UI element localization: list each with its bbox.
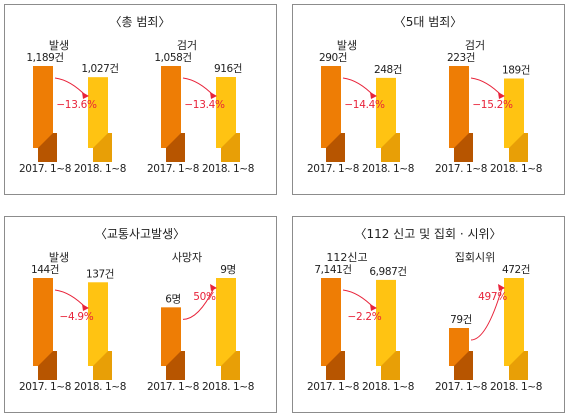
bar-fold-edge (381, 133, 396, 148)
x-tick-label: 2018. 1~8 (362, 381, 414, 393)
data-label: 916건 (214, 63, 242, 75)
change-label: −4.9% (60, 311, 94, 323)
change-arrowhead (82, 304, 89, 311)
bar-fold-edge (326, 351, 341, 366)
bar-fold-edge (38, 133, 53, 148)
bar-fold-edge (93, 133, 108, 148)
bar (504, 78, 524, 148)
data-label: 6,987건 (369, 266, 406, 278)
bar (376, 77, 396, 148)
x-tick-label: 2017. 1~8 (147, 163, 199, 175)
x-tick-label: 2018. 1~8 (202, 381, 254, 393)
data-label: 472건 (502, 264, 530, 276)
bar-fold-edge (166, 133, 181, 148)
bar (321, 66, 341, 148)
group-name: 발생 (337, 39, 357, 52)
group-name: 112신고 (326, 251, 367, 264)
change-arrow (182, 287, 215, 320)
group-name: 발생 (49, 251, 69, 264)
bar (376, 279, 396, 366)
bar-fold-edge (381, 351, 396, 366)
group-name: 사망자 (172, 251, 202, 264)
bar (449, 66, 469, 148)
chart-title: 〈112 신고 및 집회 · 시위〉 (354, 227, 501, 241)
data-label: 1,189건 (26, 52, 63, 64)
bar (216, 278, 236, 366)
data-label: 223건 (447, 52, 475, 64)
x-tick-label: 2017. 1~8 (435, 163, 487, 175)
change-label: −13.6% (56, 99, 97, 111)
data-label: 290건 (319, 52, 347, 64)
bar-fold-edge (93, 351, 108, 366)
bar-fold-edge (509, 133, 524, 148)
change-arrowhead (498, 284, 505, 291)
data-label: 6명 (165, 293, 181, 305)
bar-fold-edge (221, 351, 236, 366)
x-tick-label: 2017. 1~8 (19, 163, 71, 175)
x-tick-label: 2017. 1~8 (19, 381, 71, 393)
x-tick-label: 2018. 1~8 (202, 163, 254, 175)
data-label: 137건 (86, 268, 114, 280)
chart-title: 〈총 범죄〉 (110, 15, 171, 29)
x-tick-label: 2017. 1~8 (147, 381, 199, 393)
x-tick-label: 2017. 1~8 (307, 381, 359, 393)
bar (33, 278, 53, 366)
x-tick-label: 2018. 1~8 (490, 381, 542, 393)
change-label: −2.2% (348, 311, 382, 323)
change-arrowhead (210, 284, 217, 291)
x-tick-label: 2018. 1~8 (74, 163, 126, 175)
data-label: 9명 (220, 264, 236, 276)
change-label: 50% (193, 291, 216, 303)
change-label: −13.4% (184, 99, 225, 111)
change-arrowhead (370, 92, 377, 99)
change-label: −15.2% (472, 99, 513, 111)
x-tick-label: 2017. 1~8 (435, 381, 487, 393)
bar-fold-edge (454, 133, 469, 148)
bar-fold-edge (509, 351, 524, 366)
group-name: 검거 (465, 39, 485, 52)
data-label: 248건 (374, 64, 402, 76)
chart-title: 〈5대 범죄〉 (394, 15, 463, 29)
data-label: 79건 (450, 314, 472, 326)
chart-title: 〈교통사고발생〉 (95, 227, 185, 241)
bar (216, 77, 236, 148)
bar-fold-edge (326, 133, 341, 148)
x-tick-label: 2018. 1~8 (74, 381, 126, 393)
change-arrowhead (370, 304, 377, 311)
change-arrowhead (82, 92, 89, 99)
bar (504, 278, 524, 366)
bar (321, 278, 341, 366)
data-label: 189건 (502, 65, 530, 77)
group-name: 발생 (49, 39, 69, 52)
change-arrowhead (498, 92, 505, 99)
data-label: 1,027건 (81, 63, 118, 75)
x-tick-label: 2018. 1~8 (362, 163, 414, 175)
bar-fold-edge (221, 133, 236, 148)
bar (161, 307, 181, 366)
data-label: 144건 (31, 264, 59, 276)
x-tick-label: 2018. 1~8 (490, 163, 542, 175)
change-label: −14.4% (344, 99, 385, 111)
data-label: 1,058건 (154, 52, 191, 64)
change-arrow (470, 287, 503, 341)
bar (33, 66, 53, 148)
bar (88, 282, 108, 366)
bar (88, 77, 108, 148)
bar-fold-edge (38, 351, 53, 366)
bar (161, 66, 181, 148)
group-name: 집회시위 (455, 251, 495, 264)
data-label: 7,141건 (314, 264, 351, 276)
bar-fold-edge (166, 351, 181, 366)
change-label: 497% (478, 291, 507, 303)
x-tick-label: 2017. 1~8 (307, 163, 359, 175)
group-name: 검거 (177, 39, 197, 52)
bar-fold-edge (454, 351, 469, 366)
change-arrowhead (210, 92, 217, 99)
